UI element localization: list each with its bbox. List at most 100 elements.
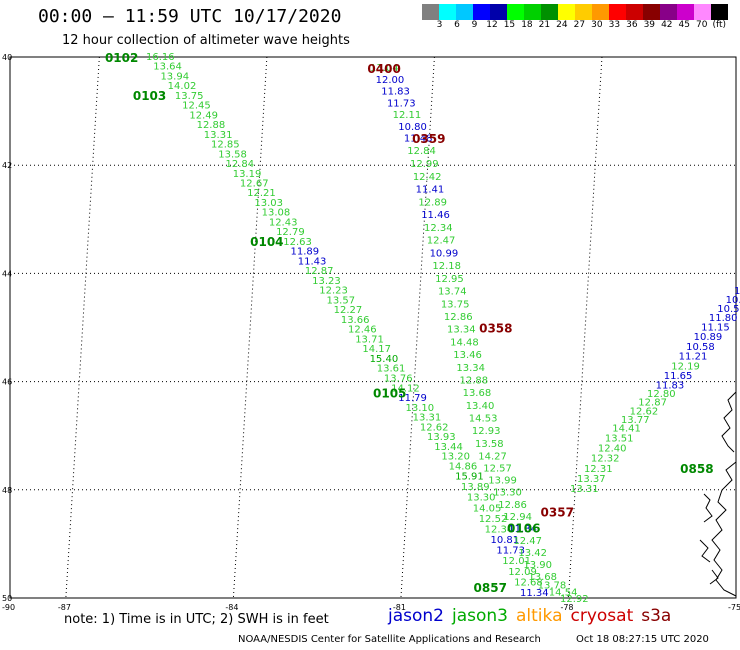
color-scale-label: 6 [454,20,460,30]
wave-height-value: 12.01 [502,556,531,567]
wave-height-value: 11.73 [496,546,525,557]
map-title: 00:00 – 11:59 UTC 10/17/2020 [38,6,342,27]
wave-height-value: 13.46 [453,350,482,361]
wave-height-value: 11.41 [416,185,445,196]
footer-note: note: 1) Time is in UTC; 2) SWH is in fe… [64,612,329,627]
color-swatch [575,4,592,20]
color-scale-label: (ft) [712,20,727,30]
wave-height-value: 13.31 [413,413,442,424]
satellite-legend: jason2 jason3 altika cryosat s3a [388,606,679,626]
wave-height-value: 13.08 [262,208,291,219]
wave-height-value: 13.68 [528,572,557,583]
longitude-gridline [65,56,100,599]
wave-height-value: 12.93 [472,426,501,437]
wave-height-value: 13.93 [427,432,456,443]
latitude-label: 48 [2,486,12,495]
wave-height-value: 12.46 [348,325,377,336]
wave-height-value: 15.40 [370,354,399,365]
wave-height-value: 12.21 [247,188,276,199]
pass-time-label: 0105 [373,386,406,400]
wave-height-value: 11.89 [291,247,320,258]
wave-height-value: 12.63 [283,237,312,248]
longitude-label: -81 [393,603,406,612]
color-scale-label: 30 [591,20,603,30]
wave-height-value: 12.88 [197,120,226,131]
wave-height-value: 13.76 [384,373,413,384]
wave-height-value: 14.17 [362,344,391,355]
satellite-legend-entry: jason2 [388,606,444,626]
wave-height-value: 10 [734,286,740,297]
axis-labels: 40 42 44 46 48 50 -87 -84 -81 -78 -75 -90 [2,53,740,612]
color-scale-label: 70 [696,20,708,30]
wave-height-value: 13.71 [355,334,384,345]
wave-height-value: 13.77 [621,415,650,426]
latitude-label: 42 [2,161,12,170]
pass-time-label: 0102 [105,51,138,65]
credit-text: NOAA/NESDIS Center for Satellite Applica… [238,634,541,645]
wave-height-value: 11.34 [508,524,537,535]
wave-height-value: 12.34 [485,524,514,535]
wave-height-value: 13.34 [456,363,485,374]
longitude-gridline [232,56,268,599]
wave-height-value: 13.42 [518,548,547,559]
wave-height-value: 13.94 [160,71,189,82]
pass-time-label: 0400 [367,62,400,76]
generated-timestamp: Oct 18 08:27:15 UTC 2020 [576,634,709,645]
wave-height-value: 11.34 [520,588,549,599]
wave-height-value: 13.64 [153,62,182,73]
longitude-label: -75 [728,603,740,612]
wave-height-value: 12.86 [444,312,473,323]
wave-height-value: 12.19 [671,361,700,372]
wave-height-value: 12.62 [630,406,659,417]
wave-height-value: 13.51 [605,433,634,444]
color-swatch [541,4,558,20]
color-swatch [694,4,711,20]
wave-height-value: 12.79 [276,227,305,238]
wave-height-value: 12.11 [393,110,422,121]
color-swatch [422,4,439,20]
wave-height-value: 12.00 [376,75,405,86]
wave-height-value: 12.94 [503,512,532,523]
wave-height-value: 12.42 [413,172,442,183]
satellite-legend-entry: altika [516,606,563,626]
wave-height-value: 13.90 [523,560,552,571]
wave-height-value: 12.95 [435,274,464,285]
wave-height-value: 13.10 [405,403,434,414]
color-scale-legend: 3 6 9 12 15 18 21 24 27 30 33 36 39 42 45 70 (ft) [422,4,728,34]
wave-height-value: 13.66 [341,315,370,326]
wave-height-value: 14.41 [612,424,641,435]
color-scale-label: 15 [503,20,516,30]
latitude-label: 46 [2,378,12,387]
wave-height-value: 13.78 [538,581,567,592]
wave-height-value: 12.88 [459,375,488,386]
pass-time-label: 0857 [474,581,507,595]
wave-height-value: 12.84 [225,159,254,170]
pass-time-label: 0357 [541,505,574,519]
map-frame [9,56,737,599]
wave-height-value: 12.27 [334,305,363,316]
wave-height-value: 12.40 [598,444,627,455]
pass-time-label: 0858 [680,462,713,476]
track-west: 16.1613.6413.9414.0213.7512.4512.4912.88… [105,51,549,599]
wave-height-value: 12.92 [560,594,589,605]
wave-height-value: 11.48 [404,134,433,145]
wave-height-value: 13.75 [175,91,204,102]
wave-height-value: 14.53 [469,413,498,424]
wave-height-value: 14.86 [449,461,478,472]
wave-height-value: 13.68 [463,388,492,399]
track-east-descending: 13.0412.0011.8311.7312.1110.8011.4812.84… [367,62,588,605]
color-swatch [592,4,609,20]
wave-height-value: 10.89 [694,332,723,343]
wave-height-value: 12.62 [420,422,449,433]
wave-height-value: 10.80 [398,122,427,133]
color-scale-label: 36 [626,20,638,30]
wave-height-value: 12.43 [269,217,298,228]
wave-height-value: 11.15 [701,322,730,333]
wave-height-value: 13.57 [326,295,355,306]
wave-height-value: 12.87 [638,398,667,409]
wave-height-value: 13.89 [461,482,490,493]
corner-label: -90 [2,603,15,612]
wave-height-value: 12.86 [498,500,527,511]
wave-height-value: 12.85 [211,140,240,151]
